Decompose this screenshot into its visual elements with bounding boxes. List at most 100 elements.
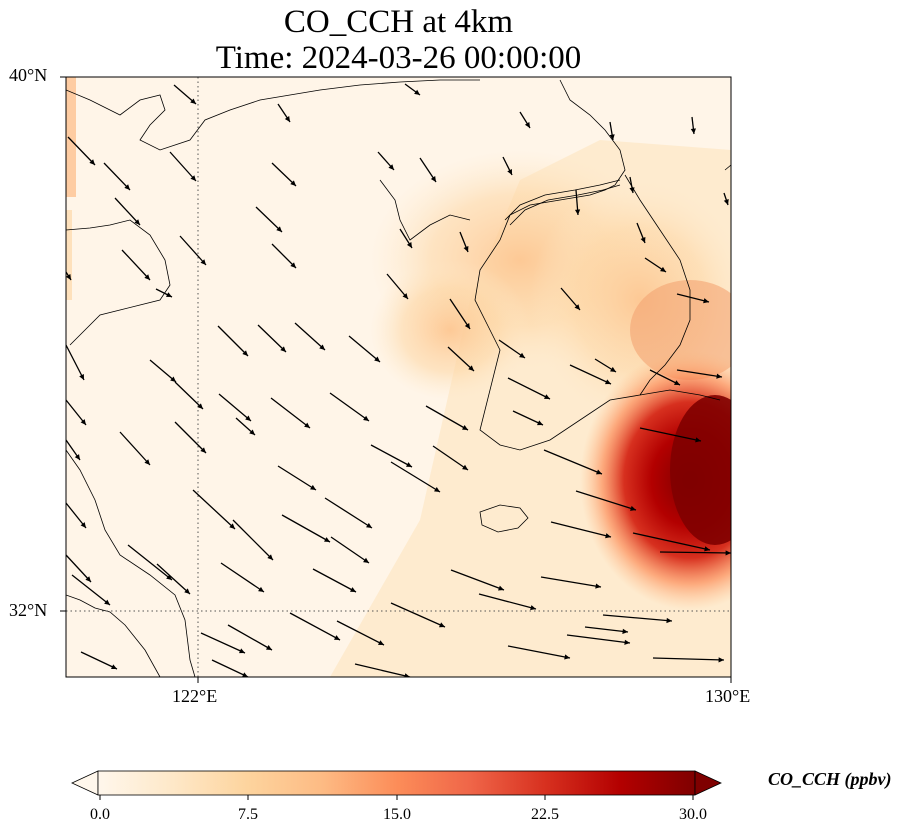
wind-vector-arrowhead (463, 246, 469, 252)
wind-vector-arrowhead (85, 576, 91, 582)
wind-vector-arrowhead (524, 122, 530, 128)
wind-vector-arrowhead (304, 422, 310, 428)
colorbar-tick: 7.5 (238, 806, 258, 823)
wind-vector-shaft (271, 162, 297, 187)
wind-vector-arrowhead (258, 586, 264, 592)
wind-vector-arrowhead (111, 664, 117, 670)
wind-vector-arrowhead (530, 605, 536, 611)
wind-vector-arrowhead (519, 352, 525, 358)
wind-vector-arrowhead (104, 599, 110, 605)
wind-vector-shaft (220, 562, 265, 593)
wind-vector-shaft (575, 490, 637, 511)
wind-vector-arrowhead (190, 98, 196, 104)
wind-vector-arrowhead (468, 365, 474, 371)
wind-vector-shaft (354, 663, 411, 677)
wind-vector-shaft (218, 393, 252, 422)
wind-vector-arrowhead (610, 366, 616, 372)
wind-vector-shaft (255, 206, 283, 233)
wind-vector-shaft (432, 445, 469, 471)
wind-vector-shaft (336, 620, 385, 646)
wind-vector-shaft (676, 293, 710, 303)
wind-vector-shaft (447, 346, 475, 372)
wind-vector-arrowhead (242, 350, 248, 356)
lat-tick-40: 40°N (9, 65, 48, 85)
wind-vector-arrowhead (690, 128, 696, 134)
wind-vector-arrowhead (718, 657, 724, 663)
wind-vector-arrowhead (319, 344, 325, 350)
wind-vector-arrowhead (229, 523, 235, 529)
wind-vector-arrowhead (660, 266, 666, 272)
wind-vector-arrowhead (80, 522, 86, 528)
wind-vector-shaft (257, 324, 287, 353)
wind-vector-arrowhead (498, 585, 504, 591)
wind-vector-shaft (289, 612, 341, 641)
wind-vector-arrowhead (430, 176, 436, 182)
wind-vector-arrowhead (609, 134, 615, 140)
wind-vector-arrowhead (200, 259, 206, 265)
wind-vector-arrowhead (666, 617, 672, 624)
wind-vector-arrowhead (462, 425, 468, 430)
colorbar (71, 770, 722, 800)
wind-vector-shaft (200, 632, 246, 654)
wind-vector-arrowhead (434, 486, 440, 492)
wind-vector-shaft (227, 624, 273, 651)
wind-vector-arrowhead (290, 180, 296, 186)
wind-vector-shaft (425, 405, 469, 431)
wind-vector-arrowhead (674, 380, 680, 385)
wind-vector-shaft (348, 335, 381, 363)
colorbar-extend-low (71, 770, 99, 796)
wind-vector-shaft (281, 514, 331, 543)
wind-vector-shaft (270, 397, 311, 429)
wind-vector-shaft (507, 645, 571, 659)
colorbar-tick: 15.0 (383, 806, 411, 823)
wind-vector-arrowhead (363, 415, 369, 421)
wind-vector-arrowhead (310, 484, 316, 490)
wind-vector-arrowhead (366, 522, 372, 528)
wind-vector-shaft (639, 427, 702, 442)
wind-vector-shaft (507, 377, 551, 400)
wind-vector-shaft (149, 359, 177, 383)
wind-vector-shaft (676, 369, 723, 378)
wind-vector-arrowhead (190, 175, 196, 181)
wind-vector-shaft (649, 369, 681, 386)
wind-vector-arrowhead (406, 242, 412, 248)
wind-vector-arrowhead (276, 226, 282, 232)
wind-vector-arrowhead (266, 645, 272, 650)
wind-vector-shaft (211, 659, 249, 677)
lon-tick-130: 130°E (705, 686, 751, 706)
wind-vector-arrowhead (66, 274, 71, 280)
wind-vector-arrowhead (574, 304, 580, 310)
wind-vector-arrowhead (144, 459, 150, 465)
wind-vector-shaft (566, 634, 631, 644)
wind-vector-shaft (569, 364, 612, 385)
wind-vector-shaft (330, 536, 370, 564)
wind-vector-arrowhead (334, 635, 340, 640)
wind-vector-arrowhead (564, 654, 570, 660)
wind-vector-arrowhead (630, 505, 636, 511)
wind-vector-arrowhead (134, 219, 140, 225)
wind-vector-shaft (550, 521, 612, 538)
wind-vector-shaft (114, 197, 141, 226)
wind-vector-shaft (543, 449, 603, 475)
wind-vector-shaft (103, 162, 131, 191)
wind-vector-arrowhead (249, 429, 255, 435)
wind-vector-shaft (478, 593, 537, 610)
colorbar-extend-high (694, 770, 722, 796)
wind-vector-arrowhead (74, 454, 80, 460)
wind-vector-arrowhead (596, 469, 602, 475)
wind-vector-arrowhead (378, 640, 384, 645)
wind-vector-arrowhead (695, 437, 701, 443)
wind-vector-arrowhead (324, 537, 330, 542)
wind-vector-shaft (294, 322, 326, 351)
wind-vector-arrowhead (89, 159, 95, 165)
wind-vector-arrowhead (464, 323, 470, 329)
wind-vector-arrowhead (363, 557, 369, 563)
wind-vector-arrowhead (245, 415, 251, 421)
wind-vector-shaft (192, 489, 236, 530)
wind-vector-arrowhead (166, 292, 172, 297)
axis-ticks (60, 76, 732, 683)
wind-vector-arrowhead (574, 209, 581, 215)
wind-vector-arrowhead (537, 420, 543, 426)
title-line-1: CO_CCH at 4km (283, 4, 514, 40)
wind-vector-arrowhead (624, 639, 630, 645)
